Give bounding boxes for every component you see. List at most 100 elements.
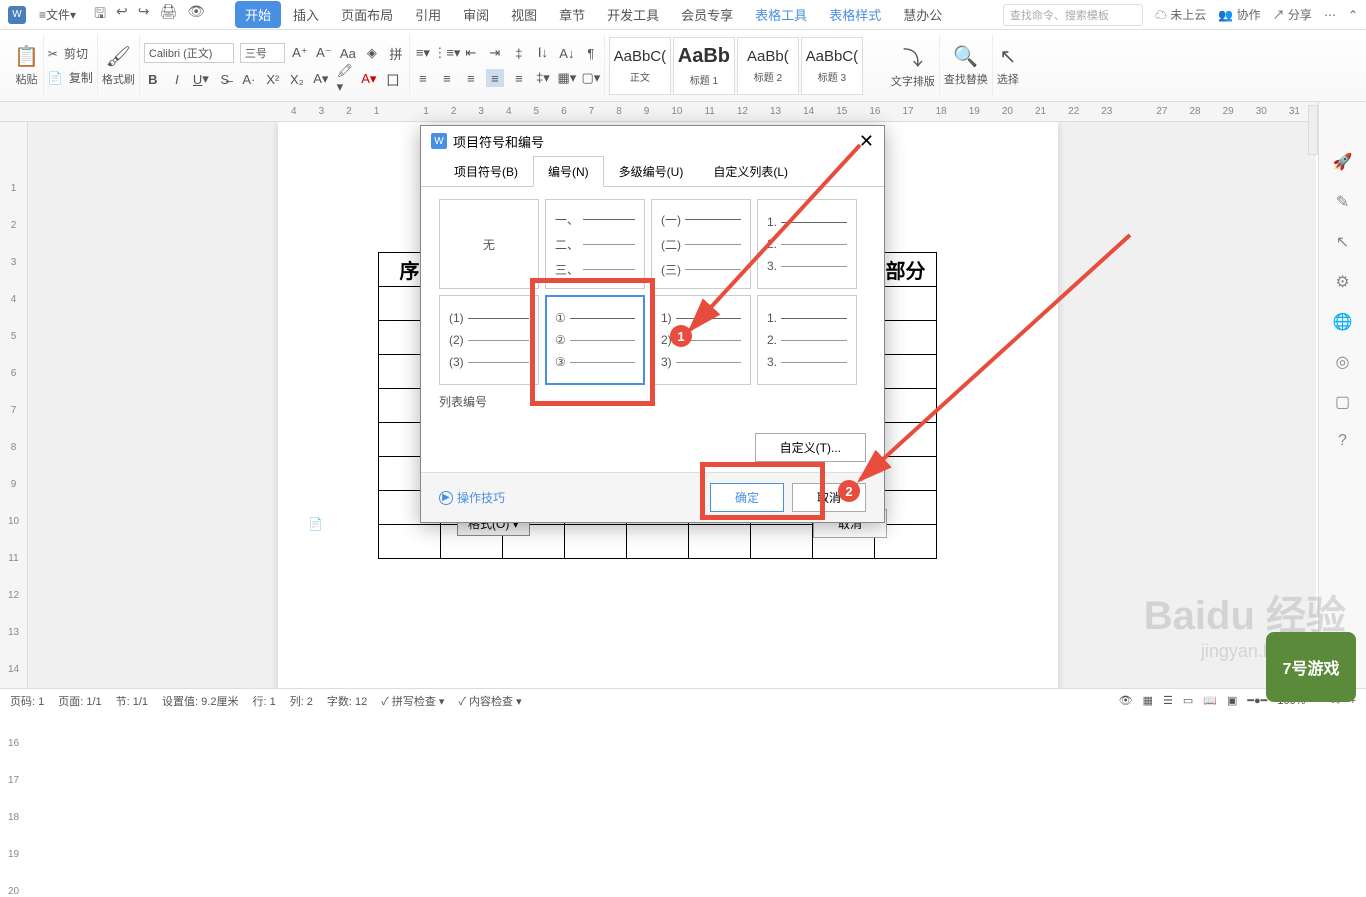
num-option-circled[interactable]: ① ② ③ xyxy=(545,295,645,385)
underline-icon[interactable]: U▾ xyxy=(192,70,210,88)
redo-icon[interactable]: ↪ xyxy=(138,3,150,27)
shading-icon[interactable]: ▦▾ xyxy=(558,69,576,87)
char-border-icon[interactable]: 囗 xyxy=(384,70,402,88)
save-icon[interactable]: 🖫 xyxy=(94,3,106,27)
status-section[interactable]: 节: 1/1 xyxy=(116,693,148,709)
num-option-chinese[interactable]: 一、 二、 三、 xyxy=(545,199,645,289)
status-setting[interactable]: 设置值: 9.2厘米 xyxy=(162,693,238,709)
num-option-paren[interactable]: (1) (2) (3) xyxy=(439,295,539,385)
search-input[interactable]: 查找命令、搜索模板 xyxy=(1003,4,1143,26)
tab-section[interactable]: 章节 xyxy=(549,1,595,28)
status-page[interactable]: 页面: 1/1 xyxy=(58,693,101,709)
align-right-icon[interactable]: ≡ xyxy=(462,69,480,87)
sort-icon[interactable]: A↓ xyxy=(558,44,576,62)
side-collapse-handle[interactable] xyxy=(1308,105,1318,155)
tab-dev[interactable]: 开发工具 xyxy=(597,1,669,28)
super-icon[interactable]: X² xyxy=(264,70,282,88)
style-h3[interactable]: AaBbC(标题 3 xyxy=(801,37,863,95)
style-h1[interactable]: AaBb标题 1 xyxy=(673,37,735,95)
align-left-icon[interactable]: ≡ xyxy=(414,69,432,87)
text-dir-icon[interactable]: Ⅰ↓ xyxy=(534,44,552,62)
more-icon[interactable]: ⋯ xyxy=(1324,8,1336,22)
tab-table-style[interactable]: 表格样式 xyxy=(819,1,891,28)
tab-insert[interactable]: 插入 xyxy=(283,1,329,28)
rocket-icon[interactable]: 🚀 xyxy=(1333,152,1353,172)
status-content[interactable]: ✓ 内容检查 ▾ xyxy=(458,693,521,709)
print-icon[interactable]: 🖨 xyxy=(159,3,177,27)
vertical-ruler[interactable]: 1234567891011121314151617181920 xyxy=(0,122,28,688)
align-dist-icon[interactable]: ≡ xyxy=(510,69,528,87)
highlight-icon[interactable]: 🖍▾ xyxy=(336,70,354,88)
status-spell[interactable]: ✓ 拼写检查 ▾ xyxy=(381,693,444,709)
text-layout-button[interactable]: ⤵文字排版 xyxy=(891,42,935,89)
dialog-tab-multilevel[interactable]: 多级编号(U) xyxy=(604,156,699,187)
grow-font-icon[interactable]: A⁺ xyxy=(291,44,309,62)
tab-layout[interactable]: 页面布局 xyxy=(331,1,403,28)
status-row[interactable]: 行: 1 xyxy=(252,693,275,709)
italic-icon[interactable]: I xyxy=(168,70,186,88)
preview-icon[interactable]: 👁 xyxy=(187,3,205,27)
globe-icon[interactable]: 🌐 xyxy=(1333,312,1353,332)
status-page-no[interactable]: 页码: 1 xyxy=(10,693,44,709)
share-button[interactable]: ↗ 分享 xyxy=(1273,6,1312,23)
dialog-tab-custom[interactable]: 自定义列表(L) xyxy=(698,156,803,187)
tip-link[interactable]: ▶操作技巧 xyxy=(439,489,505,506)
num-option-arabic-dot2[interactable]: 1. 2. 3. xyxy=(757,295,857,385)
pencil-icon[interactable]: ✎ xyxy=(1336,192,1349,212)
shrink-font-icon[interactable]: A⁻ xyxy=(315,44,333,62)
tab-table-tools[interactable]: 表格工具 xyxy=(745,1,817,28)
dialog-titlebar[interactable]: W 项目符号和编号 ✕ xyxy=(421,126,884,156)
size-select[interactable]: 三号 xyxy=(240,43,285,63)
tab-member[interactable]: 会员专享 xyxy=(671,1,743,28)
status-col[interactable]: 列: 2 xyxy=(290,693,313,709)
border-icon[interactable]: ▢▾ xyxy=(582,69,600,87)
screen-icon[interactable]: ▢ xyxy=(1335,392,1350,412)
help-icon[interactable]: ? xyxy=(1338,432,1347,450)
strike-icon[interactable]: S̶ xyxy=(216,70,234,88)
collapse-icon[interactable]: ⌃ xyxy=(1348,8,1358,22)
zoom-slider[interactable]: ━●━ xyxy=(1247,694,1267,707)
line-space-icon[interactable]: ‡ xyxy=(510,44,528,62)
phonetic-icon[interactable]: 拼 xyxy=(387,44,405,62)
collab-button[interactable]: 👥 协作 xyxy=(1218,6,1260,23)
bullets-icon[interactable]: ≡▾ xyxy=(414,44,432,62)
view-web-icon[interactable]: ▭ xyxy=(1183,694,1193,707)
num-option-none[interactable]: 无 xyxy=(439,199,539,289)
dialog-tab-numbering[interactable]: 编号(N) xyxy=(533,156,604,187)
view-read-icon[interactable]: 📖 xyxy=(1203,694,1217,707)
copy-button[interactable]: 📄 复制 xyxy=(48,69,93,86)
find-replace-button[interactable]: 🔍查找替换 xyxy=(944,44,988,87)
customize-button[interactable]: 自定义(T)... xyxy=(755,433,866,462)
dialog-tab-bullets[interactable]: 项目符号(B) xyxy=(439,156,533,187)
view-layout-icon[interactable]: ▦ xyxy=(1143,694,1153,707)
tab-hui[interactable]: 慧办公 xyxy=(893,1,952,28)
format-painter-button[interactable]: 🖌格式刷 xyxy=(102,44,135,87)
align-justify-icon[interactable]: ≡ xyxy=(486,69,504,87)
ok-button[interactable]: 确定 xyxy=(710,483,784,512)
align-center-icon[interactable]: ≡ xyxy=(438,69,456,87)
emphasis-icon[interactable]: A· xyxy=(240,70,258,88)
close-icon[interactable]: ✕ xyxy=(859,131,874,152)
tab-view[interactable]: 视图 xyxy=(501,1,547,28)
target-icon[interactable]: ◎ xyxy=(1336,352,1350,372)
cut-button[interactable]: ✂ 剪切 xyxy=(48,45,93,62)
cloud-status[interactable]: ☁ 未上云 xyxy=(1155,6,1206,23)
numbering-icon[interactable]: ⋮≡▾ xyxy=(438,44,456,62)
show-marks-icon[interactable]: ¶ xyxy=(582,44,600,62)
tab-review[interactable]: 审阅 xyxy=(453,1,499,28)
status-chars[interactable]: 字数: 12 xyxy=(327,693,367,709)
num-option-halfparen[interactable]: 1) 2) 3) xyxy=(651,295,751,385)
font-select[interactable]: Calibri (正文) xyxy=(144,43,234,63)
horizontal-ruler[interactable]: 4321123456789101112131415161718192021222… xyxy=(0,102,1366,122)
paste-button[interactable]: 📋粘贴 xyxy=(14,44,39,87)
tab-reference[interactable]: 引用 xyxy=(405,1,451,28)
text-effect-icon[interactable]: A▾ xyxy=(312,70,330,88)
cursor-icon[interactable]: ↖ xyxy=(1336,232,1349,252)
font-color-icon[interactable]: A▾ xyxy=(360,70,378,88)
tab-start[interactable]: 开始 xyxy=(235,1,281,28)
num-option-chinese-paren[interactable]: (一) (二) (三) xyxy=(651,199,751,289)
case-icon[interactable]: Aa xyxy=(339,44,357,62)
view-focus-icon[interactable]: ▣ xyxy=(1227,694,1237,707)
undo-icon[interactable]: ↩ xyxy=(116,3,128,27)
style-h2[interactable]: AaBb(标题 2 xyxy=(737,37,799,95)
